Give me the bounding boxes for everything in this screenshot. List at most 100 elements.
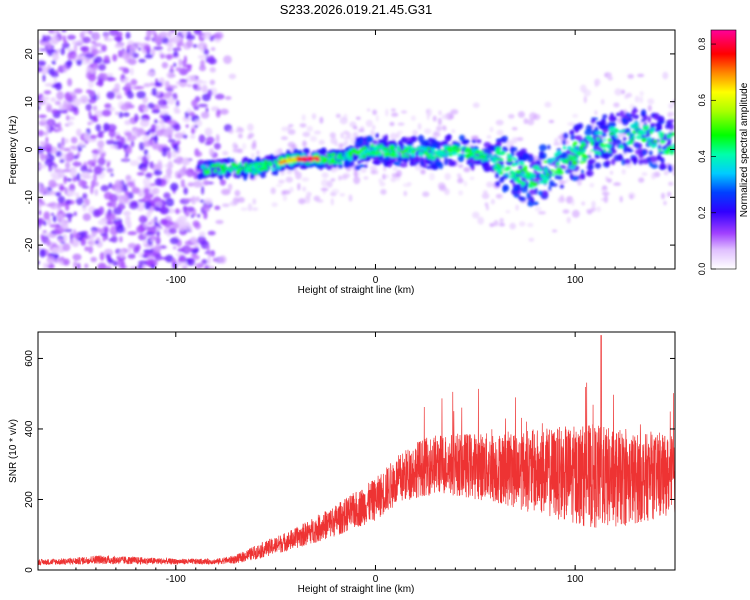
spectrogram-blob	[271, 202, 278, 208]
spectrogram-blob	[490, 198, 495, 205]
spectrogram-blob	[61, 30, 67, 33]
spectrogram-blob	[106, 72, 114, 77]
spectrogram-blob	[57, 48, 61, 53]
spectrogram-blob	[299, 165, 308, 170]
spectrogram-blob	[182, 157, 190, 166]
spectrogram-blob	[654, 115, 658, 120]
spectrogram-blob	[88, 246, 94, 254]
spectrogram-blob	[164, 92, 172, 98]
spectrogram-blob	[38, 247, 41, 251]
spectrogram-blob	[520, 148, 527, 153]
spectrogram-blob	[331, 152, 336, 157]
spectrogram-blob	[506, 160, 514, 166]
spectrogram-blob	[282, 194, 288, 202]
spectrogram-blob	[143, 44, 151, 51]
spectrogram-blob	[82, 193, 88, 200]
spectrogram-blob	[242, 143, 247, 150]
spectrogram-blob	[389, 150, 393, 154]
spectrogram-blob	[555, 161, 560, 166]
spectrogram-blur-group	[38, 30, 675, 269]
spectrogram-blob	[237, 127, 244, 133]
spectrogram-blob	[107, 77, 117, 82]
spectrogram-blob	[404, 137, 412, 143]
spectrogram-blob	[197, 213, 201, 218]
spectrogram-blob	[372, 140, 378, 145]
spectrogram-blob	[80, 46, 90, 52]
spectrogram-blob	[167, 47, 172, 52]
spectrogram-blob	[94, 188, 99, 196]
spectrogram-blob	[632, 130, 637, 135]
spectrogram-blob	[501, 151, 506, 155]
spectrogram-blob	[496, 141, 502, 146]
spectrogram-blob	[79, 95, 89, 104]
spectrogram-blob	[136, 91, 146, 99]
spectrogram-ytick-label: -20	[24, 237, 35, 252]
spectrogram-blob	[187, 182, 194, 187]
spectrogram-blob	[198, 32, 206, 42]
spectrogram-blob	[172, 245, 177, 250]
spectrogram-blob	[44, 159, 54, 167]
spectrogram-blob	[43, 131, 49, 136]
spectrogram-blob	[581, 173, 586, 180]
spectrogram-blob	[215, 134, 220, 143]
spectrogram-blob	[607, 138, 612, 142]
spectrogram-blob	[78, 179, 85, 188]
spectrogram-blob	[668, 119, 675, 123]
spectrogram-blob	[458, 164, 464, 169]
spectrogram-blob	[554, 156, 561, 163]
spectrogram-blob	[426, 159, 431, 165]
spectrogram-blob	[95, 124, 102, 132]
spectrogram-blob	[94, 181, 99, 187]
spectrogram-ytick-label: 10	[24, 96, 35, 108]
spectrogram-blob	[97, 157, 106, 166]
spectrogram-blob	[134, 113, 139, 123]
spectrogram-blob	[293, 167, 298, 175]
spectrogram-blob	[57, 238, 64, 243]
spectrogram-blob	[494, 171, 500, 179]
spectrogram-blob	[444, 173, 452, 181]
spectrogram-blob	[213, 142, 221, 150]
spectrogram-blob	[73, 211, 77, 217]
spectrogram-blob	[155, 201, 163, 207]
spectrogram-blob	[603, 195, 609, 204]
spectrogram-blob	[63, 147, 71, 152]
spectrogram-blob	[173, 124, 181, 132]
spectrogram-blob	[201, 259, 208, 265]
spectrogram-blob	[181, 30, 188, 37]
spectrogram-blob	[375, 170, 379, 175]
spectrogram-blob	[251, 169, 256, 175]
spectrogram-blob	[85, 103, 92, 111]
spectrogram-blob	[178, 255, 187, 263]
spectrogram-blob	[548, 119, 555, 124]
spectrogram-blob	[613, 102, 620, 108]
spectrogram-blob	[625, 146, 632, 153]
spectrogram-blob	[588, 158, 596, 164]
spectrogram-blob	[400, 150, 405, 154]
spectrogram-blob	[138, 215, 148, 224]
spectrogram-blob	[375, 133, 379, 138]
spectrogram-blob	[191, 99, 198, 108]
spectrogram-blob	[170, 182, 179, 191]
spectrogram-blob	[570, 134, 575, 141]
spectrogram-blob	[489, 126, 494, 133]
spectrogram-blob	[90, 40, 97, 45]
spectrogram-blob	[173, 62, 177, 67]
spectrogram-blob	[80, 165, 88, 173]
spectrogram-blob	[166, 97, 176, 105]
spectrogram-blob	[397, 122, 405, 126]
spectrogram-blob	[511, 173, 517, 179]
spectrogram-blob	[509, 170, 515, 175]
spectrogram-blob	[38, 218, 42, 228]
spectrogram-blob	[175, 100, 180, 107]
spectrogram-blob	[580, 84, 587, 93]
spectrogram-blob	[92, 58, 99, 64]
spectrogram-blob	[503, 168, 509, 172]
spectrogram-blob	[282, 190, 291, 195]
spectrogram-blob	[248, 132, 255, 138]
spectrogram-blob	[172, 47, 182, 51]
spectrogram-blob	[199, 199, 205, 203]
spectrogram-blob	[518, 221, 526, 227]
spectrogram-blob	[198, 231, 206, 237]
colorbar: 0.0 0.2 0.4 0.6 0.8 Normalized spectral ampl…	[697, 29, 750, 275]
spectrogram-blob	[127, 242, 137, 249]
